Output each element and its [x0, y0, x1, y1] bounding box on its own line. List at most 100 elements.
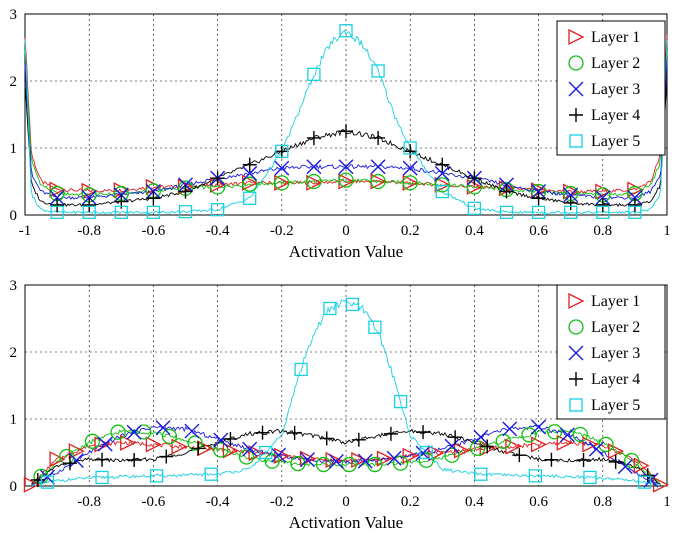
- series-marker-4: [274, 144, 289, 159]
- legend-marker-3: [568, 345, 584, 361]
- y-tick-label: 3: [10, 278, 18, 294]
- series-marker-2: [84, 433, 101, 449]
- series-marker-3: [49, 190, 65, 206]
- series-marker-4: [191, 441, 206, 456]
- legend-label: Layer 2: [591, 319, 640, 336]
- x-tick-label: 0.2: [401, 494, 420, 510]
- series-line-5: [24, 29, 668, 215]
- y-tick-label: 0: [10, 479, 18, 495]
- series-marker-1: [49, 451, 66, 468]
- series-marker-5: [403, 141, 417, 155]
- series-marker-5: [40, 475, 55, 489]
- series-marker-1: [325, 451, 342, 469]
- series-marker-2: [306, 173, 322, 190]
- series-marker-2: [187, 435, 203, 451]
- series-marker-3: [434, 165, 450, 181]
- top-x-axis-label: Activation Value: [289, 242, 403, 261]
- series-marker-5: [82, 205, 96, 219]
- series-marker-4: [287, 425, 302, 440]
- series-marker-5: [50, 205, 64, 219]
- series-marker-4: [351, 432, 366, 447]
- series-marker-5: [499, 205, 514, 219]
- series-marker-2: [547, 424, 563, 440]
- series-marker-4: [499, 184, 514, 199]
- series-marker-3: [299, 452, 315, 468]
- series-marker-1: [23, 476, 40, 493]
- series-marker-5: [637, 475, 652, 489]
- x-tick-label: -0.4: [206, 223, 230, 239]
- series-marker-4: [319, 431, 334, 446]
- x-tick-label: 0: [342, 223, 350, 239]
- series-marker-3: [81, 190, 97, 206]
- series-marker-2: [238, 449, 255, 465]
- bottom-legend: Layer 1 Layer 2 Layer 3 Layer 4 Layer 5: [556, 284, 666, 420]
- series-marker-4: [146, 191, 161, 206]
- series-marker-5: [243, 191, 257, 205]
- legend-label: Layer 2: [591, 55, 640, 72]
- series-marker-4: [512, 448, 527, 463]
- series-marker-4: [640, 468, 655, 483]
- series-marker-5: [435, 184, 449, 199]
- series-marker-5: [528, 469, 543, 483]
- series-marker-2: [402, 175, 418, 191]
- series-marker-3: [242, 165, 258, 181]
- series-marker-1: [68, 443, 85, 460]
- series-marker-1: [222, 442, 239, 459]
- series-marker-3: [126, 424, 142, 440]
- series-marker-4: [608, 454, 623, 469]
- legend-label: Layer 1: [591, 293, 640, 310]
- series-marker-2: [418, 452, 434, 468]
- x-tick-label: 0: [342, 494, 350, 510]
- legend-marker-5: [569, 398, 583, 412]
- series-marker-4: [595, 197, 610, 212]
- series-marker-3: [357, 453, 373, 469]
- series-marker-5: [307, 67, 321, 81]
- series-marker-2: [290, 455, 306, 472]
- legend-label: Layer 5: [591, 133, 640, 150]
- series-marker-5: [275, 144, 289, 159]
- x-tick-label: -1: [19, 223, 32, 239]
- series-marker-5: [419, 445, 433, 460]
- bottom-x-axis-label: Activation Value: [289, 513, 403, 532]
- x-tick-label: 0.6: [529, 494, 548, 510]
- series-marker-3: [595, 190, 611, 206]
- series-marker-4: [210, 171, 225, 186]
- series-marker-2: [161, 428, 178, 445]
- series-marker-3: [338, 159, 354, 175]
- series-marker-1: [505, 438, 522, 455]
- series-marker-1: [171, 438, 188, 455]
- legend-label: Layer 4: [591, 107, 640, 124]
- series-marker-1: [530, 436, 548, 453]
- series-marker-3: [402, 160, 418, 176]
- series-marker-1: [453, 442, 471, 459]
- series-marker-3: [274, 160, 290, 176]
- x-tick-label: -0.8: [77, 494, 101, 510]
- series-marker-2: [572, 426, 588, 443]
- series-marker-4: [416, 425, 431, 440]
- legend-label: Layer 4: [591, 371, 640, 388]
- bottom-tick-labels: -0.8 -0.6 -0.4 -0.2 0 0.2 0.4 0.6 0.8 1 0 1 2 3: [10, 278, 671, 510]
- series-marker-4: [306, 130, 321, 145]
- series-marker-4: [383, 426, 398, 441]
- series-marker-2: [274, 175, 290, 191]
- series-marker-2: [242, 176, 258, 192]
- top-legend: Layer 1 Layer 2 Layer 3 Layer 4 Layer 5: [556, 20, 666, 156]
- series-marker-5: [259, 445, 273, 460]
- series-marker-4: [403, 144, 418, 159]
- series-marker-4: [50, 197, 65, 212]
- series-marker-5: [531, 205, 546, 219]
- series-marker-2: [444, 447, 460, 463]
- series-marker-4: [30, 472, 45, 487]
- series-marker-5: [474, 467, 488, 481]
- y-tick-label: 1: [10, 141, 18, 157]
- y-tick-label: 0: [10, 208, 18, 224]
- series-marker-3: [370, 159, 386, 175]
- x-tick-label: 0.2: [401, 223, 420, 239]
- series-marker-4: [223, 431, 238, 446]
- series-marker-5: [467, 201, 482, 215]
- x-tick-label: -0.6: [142, 494, 166, 510]
- legend-marker-1: [568, 292, 585, 310]
- series-marker-1: [299, 450, 316, 467]
